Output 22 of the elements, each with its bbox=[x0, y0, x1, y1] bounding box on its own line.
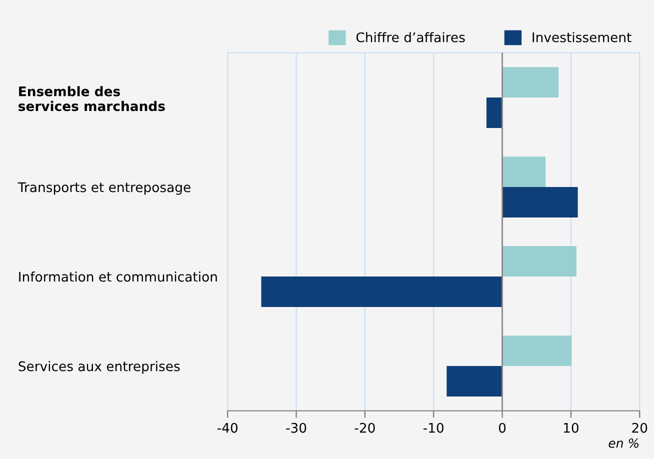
legend-label: Investissement bbox=[532, 32, 632, 42]
x-tick-label: -40 bbox=[217, 422, 238, 433]
bar bbox=[486, 98, 502, 128]
y-tick-label: Transports et entreposage bbox=[18, 182, 190, 195]
y-tick-label: Information et communication bbox=[19, 272, 217, 282]
x-tick-label: -30 bbox=[286, 422, 306, 433]
bar bbox=[502, 187, 578, 218]
x-axis-title: en % bbox=[608, 438, 638, 448]
x-tick-label: -20 bbox=[354, 422, 375, 433]
bar bbox=[502, 67, 559, 98]
x-tick-label: 20 bbox=[632, 422, 648, 433]
y-tick-label: Services aux entreprises bbox=[18, 361, 180, 374]
x-tick-label: 0 bbox=[498, 422, 506, 433]
bar bbox=[502, 336, 572, 366]
x-tick-label: 10 bbox=[564, 422, 578, 433]
legend-label: Chiffre d’affaires bbox=[356, 32, 465, 42]
bar bbox=[502, 246, 576, 277]
y-tick-label: Ensemble des services marchands bbox=[18, 86, 165, 112]
bar bbox=[502, 156, 546, 188]
bar bbox=[446, 366, 502, 396]
x-tick-label: -10 bbox=[423, 422, 444, 433]
bar bbox=[261, 276, 502, 307]
